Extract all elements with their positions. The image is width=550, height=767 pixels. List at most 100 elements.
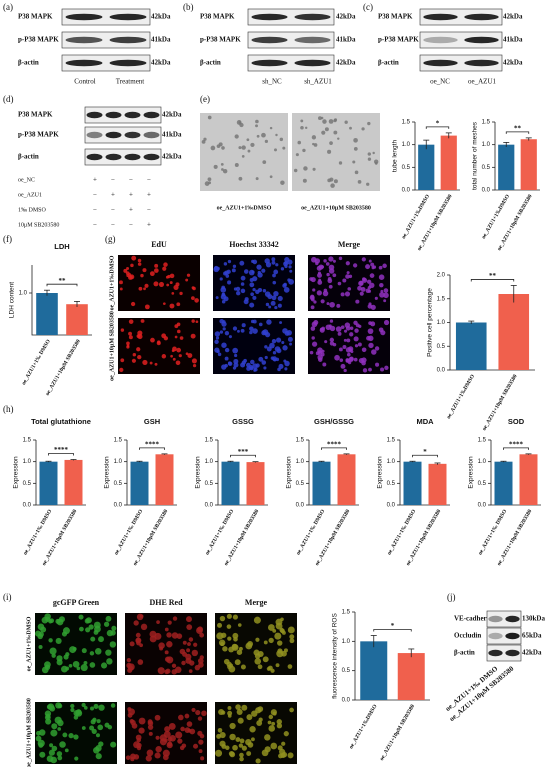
cell [241, 745, 247, 751]
cell [232, 744, 238, 751]
cell [65, 652, 70, 657]
cell [249, 302, 255, 308]
blot-row-label: Occludin [454, 632, 481, 640]
size-label: 42kDa [336, 59, 356, 67]
cell [136, 745, 142, 751]
sign: + [129, 191, 133, 199]
cell [144, 283, 149, 288]
cell [127, 707, 132, 712]
cell [185, 616, 192, 623]
band [105, 131, 122, 139]
cell [235, 286, 241, 292]
cell [329, 301, 335, 308]
blot-row-label: β-actin [18, 153, 39, 161]
column-title: EdU [151, 240, 167, 249]
cell [163, 262, 168, 267]
cell [171, 292, 175, 295]
cell [340, 292, 345, 297]
cell [302, 148, 306, 153]
y-tick-label: 0.5 [437, 344, 446, 350]
cell [155, 735, 160, 740]
size-label: 42kDa [522, 649, 542, 657]
cell [217, 727, 223, 733]
cell [357, 180, 362, 184]
cell [100, 662, 108, 669]
cell [240, 275, 246, 281]
cell [191, 707, 196, 713]
cell [218, 142, 223, 147]
cell [277, 367, 281, 372]
cell [176, 302, 181, 307]
panel-label: (d) [3, 94, 14, 104]
y-tick-label: 1.5 [296, 438, 305, 444]
lane-label: sh_AZU1 [304, 78, 332, 86]
cell [70, 707, 75, 713]
cell [172, 616, 178, 621]
cell [158, 281, 165, 287]
cell [241, 704, 248, 711]
cell [249, 282, 255, 288]
cell [263, 640, 268, 645]
y-tick-label: 1.5 [387, 438, 396, 444]
cell [374, 346, 380, 351]
sign: − [129, 176, 133, 184]
cell [333, 179, 338, 184]
cell [244, 297, 249, 302]
blot-strip [61, 31, 151, 49]
cell [278, 753, 283, 759]
blot-row-label: p-P38 MAPK [200, 36, 241, 44]
cell [123, 268, 128, 273]
cell [208, 181, 212, 185]
cell [321, 349, 325, 353]
cell [343, 338, 347, 342]
cell [255, 707, 262, 714]
cell [91, 728, 97, 735]
blot-strip [84, 106, 162, 124]
cell [342, 345, 347, 350]
cell [90, 706, 95, 711]
cell [166, 742, 173, 749]
y-tick-label: 1.5 [437, 296, 446, 302]
sign: − [147, 176, 151, 184]
cell [128, 272, 132, 276]
cell [140, 623, 148, 631]
bar [455, 322, 487, 370]
blot-row-label: P38 MAPK [200, 13, 235, 21]
cell [224, 356, 229, 361]
cell [56, 659, 63, 666]
blot-row-label: β-actin [378, 59, 399, 67]
cell [348, 356, 354, 362]
cell [311, 321, 318, 328]
column-title: Hoechst 33342 [229, 240, 279, 249]
band [464, 59, 499, 67]
cell [379, 291, 385, 298]
significance-bracket [46, 283, 78, 287]
cell [79, 626, 84, 632]
size-label: 42kDa [151, 13, 171, 21]
cell [243, 269, 249, 274]
cell [368, 342, 374, 349]
blot-strip [419, 8, 503, 26]
cell [246, 751, 252, 756]
cell [233, 287, 238, 291]
cell [237, 717, 244, 724]
cell [255, 124, 259, 128]
cell [110, 630, 116, 636]
cell [58, 616, 65, 623]
blot-strip [247, 31, 335, 49]
cell [136, 737, 141, 743]
cell [370, 262, 375, 267]
cell [280, 617, 284, 622]
cell [271, 338, 277, 344]
cell [142, 268, 147, 273]
y-tick-label: 1.0 [19, 291, 28, 297]
cell [334, 354, 340, 361]
cell [332, 259, 336, 263]
cell [220, 162, 224, 166]
bar [337, 454, 356, 505]
cell [217, 622, 223, 628]
y-axis-label: LDH content [9, 282, 16, 318]
cell [273, 358, 277, 362]
cell [282, 146, 286, 150]
